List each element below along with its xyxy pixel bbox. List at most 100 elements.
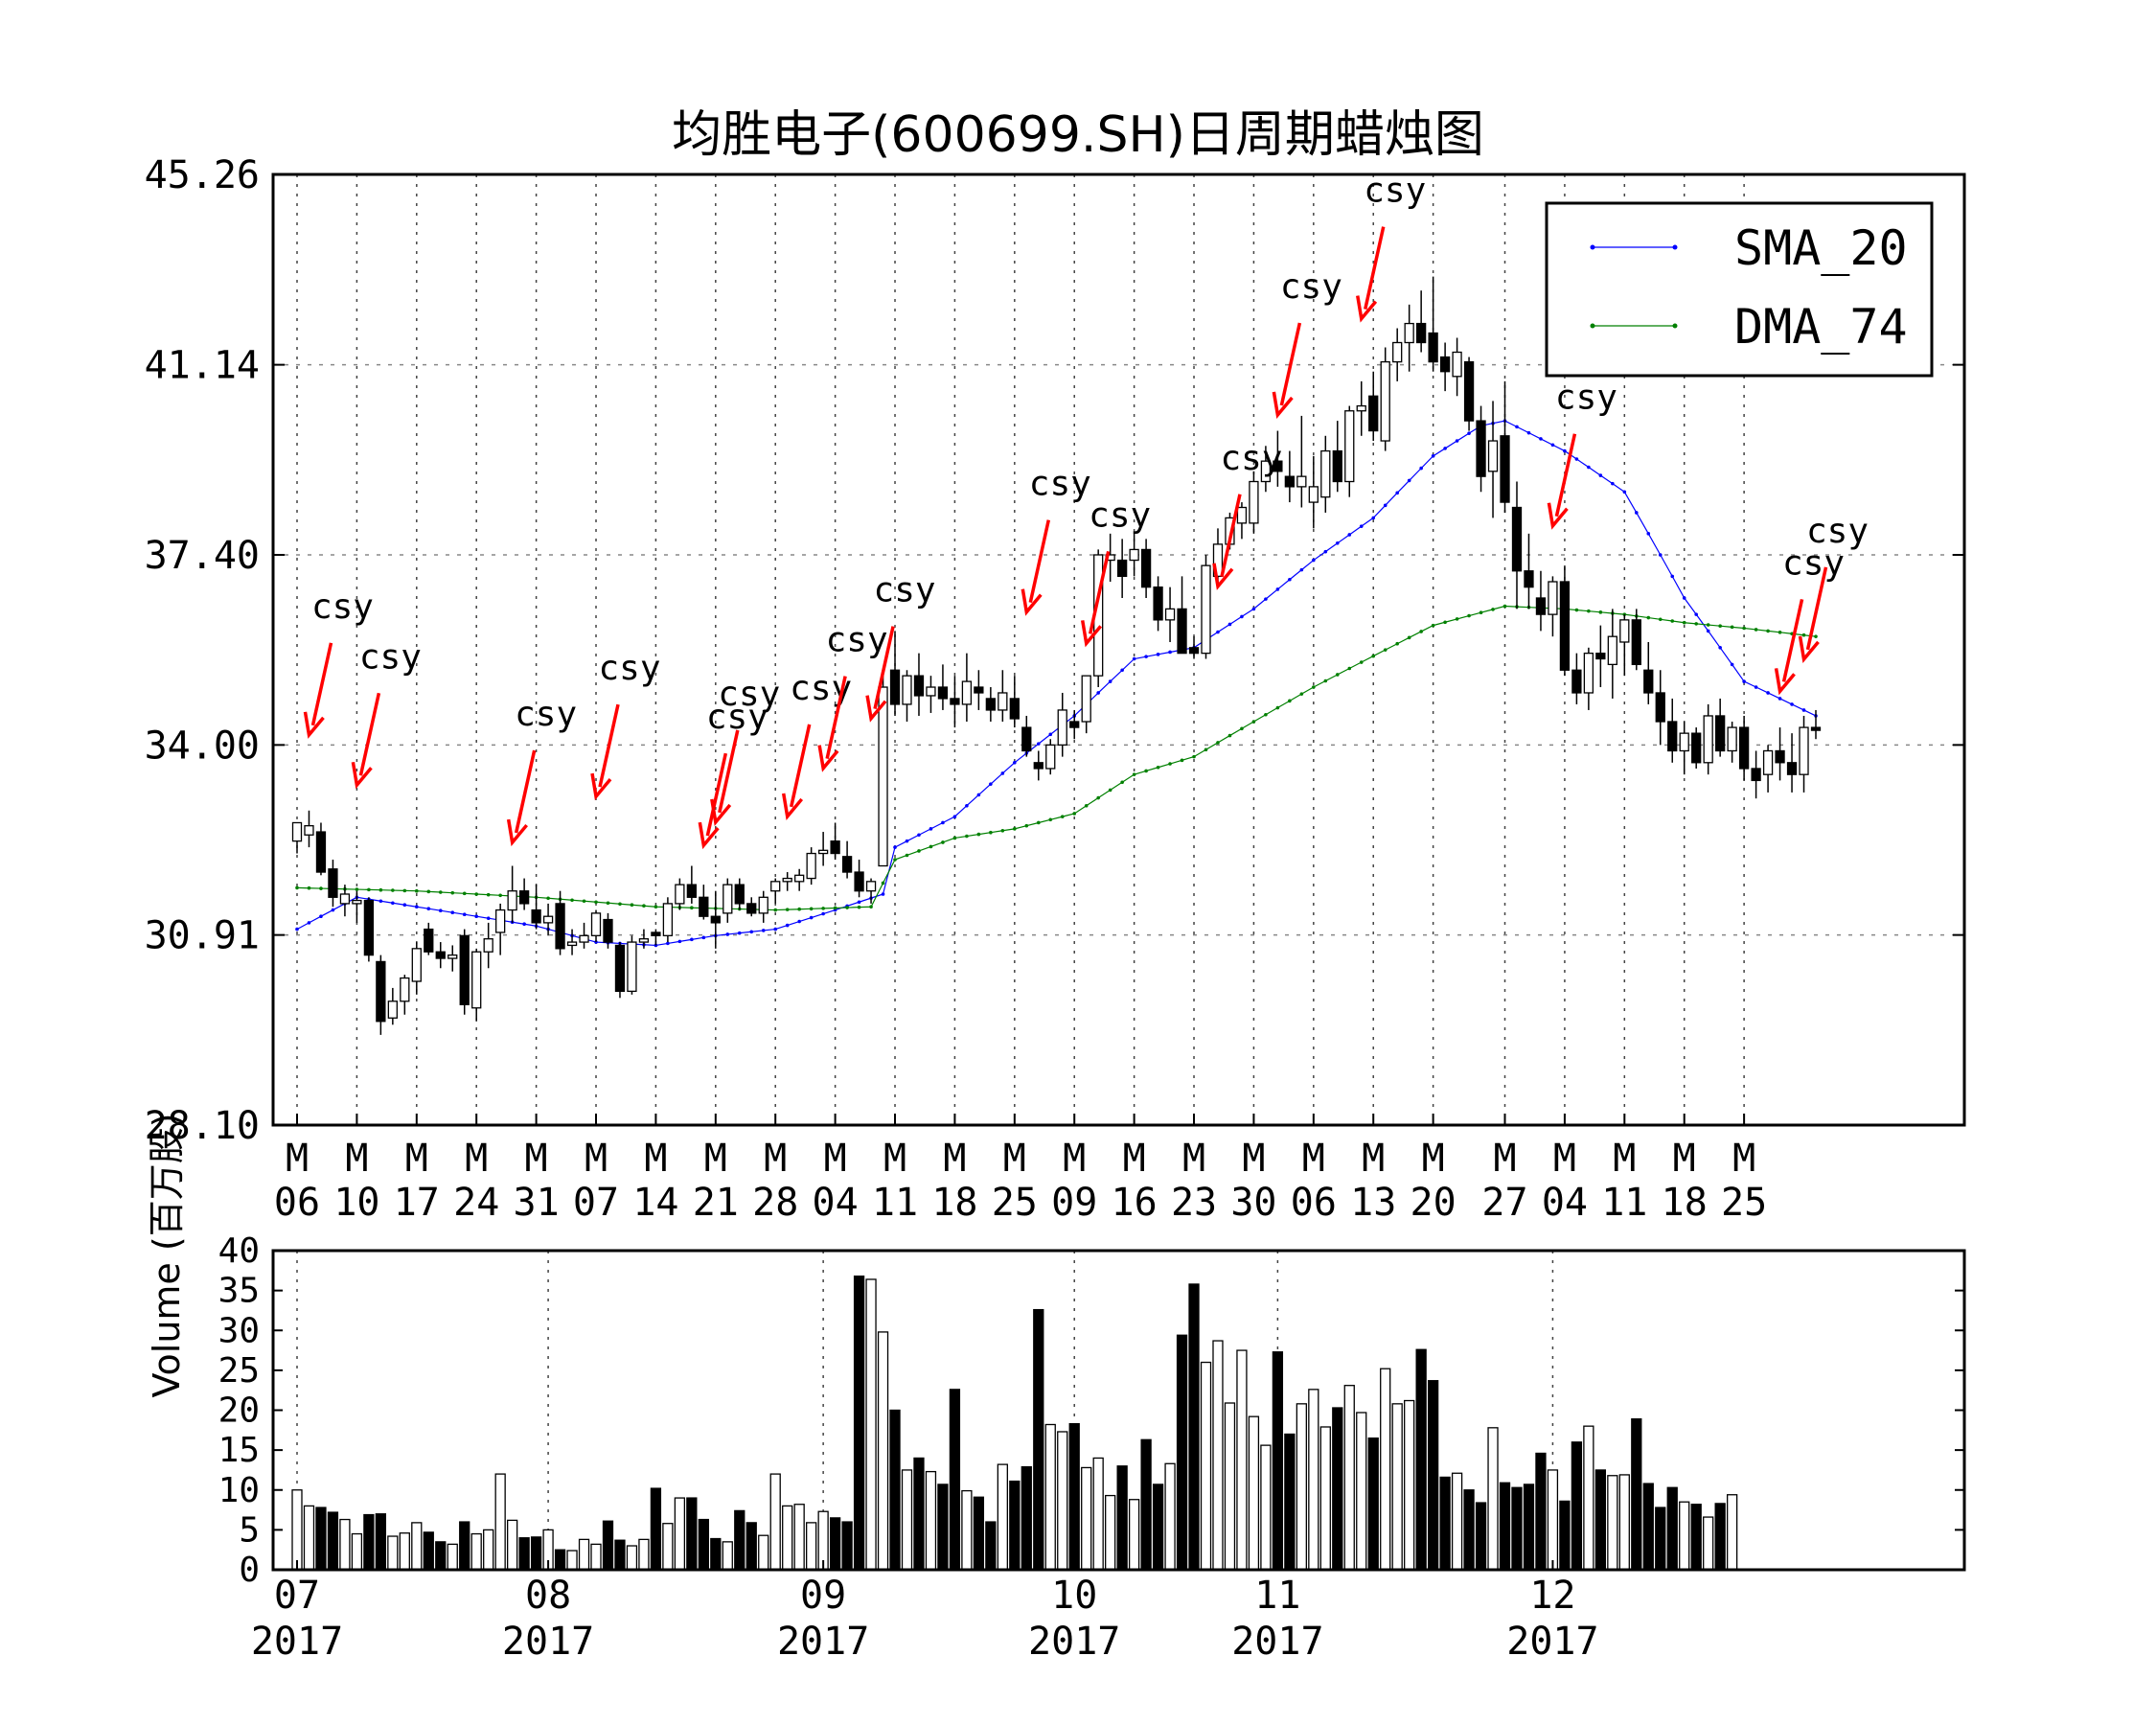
- ma-point-sma_20: [941, 820, 945, 825]
- candle-body: [1404, 322, 1414, 344]
- ma-point-dma_74: [797, 907, 801, 911]
- volume-bar-down: [1332, 1407, 1343, 1571]
- ma-point-dma_74: [857, 905, 861, 909]
- candle-up: [400, 975, 410, 1015]
- candle-up: [304, 810, 314, 848]
- candle-up: [1762, 745, 1774, 793]
- volume-bar-up: [877, 1331, 889, 1571]
- candle-body: [352, 899, 362, 905]
- ma-point-sma_20: [1718, 646, 1722, 650]
- price-xtick-label: M 06: [274, 1137, 320, 1225]
- ma-point-sma_20: [797, 919, 801, 924]
- ma-point-sma_20: [1120, 668, 1124, 673]
- candle-down: [889, 631, 901, 716]
- ma-point-sma_20: [1766, 691, 1770, 695]
- candle-body: [950, 698, 960, 705]
- ma-point-sma_20: [1742, 679, 1746, 683]
- candle-down: [746, 897, 757, 917]
- ma-point-dma_74: [1359, 660, 1364, 664]
- ma-point-dma_74: [1251, 720, 1256, 724]
- ma-point-dma_74: [1502, 604, 1507, 609]
- ma-point-dma_74: [1227, 733, 1232, 738]
- candle-body: [782, 877, 792, 883]
- ma-point-dma_74: [1072, 812, 1077, 816]
- volume-bar-up: [339, 1518, 351, 1571]
- ma-point-dma_74: [546, 896, 550, 901]
- candle-up: [758, 890, 768, 923]
- volume-xtick-year: 2017: [251, 1620, 343, 1664]
- volume-bar-up: [1356, 1412, 1367, 1571]
- ma-point-sma_20: [737, 931, 742, 935]
- price-xtick-label-line: M: [704, 1137, 727, 1181]
- ma-point-sma_20: [307, 921, 311, 925]
- candle-body: [614, 944, 626, 993]
- csy-annotation: csy: [351, 637, 422, 790]
- csy-arrow-shaft: [1028, 519, 1051, 604]
- csy-annotation: csy: [710, 675, 780, 826]
- ma-point-dma_74: [1395, 641, 1399, 646]
- price-xtick-label-line: 13: [1350, 1181, 1396, 1225]
- volume-bar-down: [1655, 1506, 1666, 1571]
- candle-up: [722, 878, 733, 923]
- price-xtick-label-line: M: [1553, 1137, 1576, 1181]
- candle-down: [1416, 290, 1427, 353]
- candle-down: [1715, 698, 1726, 757]
- csy-arrow-head: [1547, 502, 1569, 530]
- candle-up: [1296, 415, 1307, 508]
- candle-body: [1631, 619, 1641, 666]
- candle-body: [1703, 715, 1713, 764]
- candle-down: [913, 653, 925, 716]
- ma-point-sma_20: [989, 782, 993, 786]
- ma-point-dma_74: [1646, 615, 1651, 620]
- candle-body: [471, 951, 482, 1009]
- volume-bar-down: [853, 1275, 865, 1571]
- volume-bar-down: [602, 1520, 614, 1571]
- candle-down: [1177, 576, 1187, 655]
- candle-body: [817, 849, 829, 855]
- price-ytick-label: 41.14: [145, 344, 260, 388]
- volume-bar-up: [1451, 1472, 1463, 1571]
- volume-bar-up: [1583, 1425, 1594, 1571]
- ma-point-dma_74: [1814, 634, 1818, 638]
- csy-arrow-head: [303, 711, 325, 739]
- candle-down: [1273, 430, 1283, 487]
- ma-point-sma_20: [331, 908, 335, 912]
- ma-point-dma_74: [1407, 635, 1411, 640]
- candle-body: [1452, 351, 1462, 378]
- price-xtick-label: M 04: [1542, 1137, 1588, 1225]
- price-xtick-label-line: 04: [813, 1181, 859, 1225]
- candle-body: [1463, 360, 1475, 422]
- candle-up: [542, 903, 554, 936]
- volume-bar-down: [710, 1537, 722, 1571]
- price-xtick-label-line: M: [345, 1137, 368, 1181]
- price-xtick-label: M 07: [573, 1137, 619, 1225]
- ma-point-dma_74: [367, 887, 371, 892]
- ma-point-sma_20: [821, 911, 825, 916]
- volume-bar-up: [1607, 1475, 1618, 1571]
- candle-up: [291, 821, 303, 854]
- volume-bar-down: [1499, 1482, 1511, 1571]
- ma-point-dma_74: [355, 887, 359, 891]
- ma-point-sma_20: [1407, 478, 1411, 483]
- volume-bar-down: [1714, 1503, 1726, 1571]
- ma-point-dma_74: [1156, 765, 1160, 770]
- ma-point-sma_20: [1312, 558, 1316, 563]
- volume-bar-up: [1547, 1469, 1559, 1571]
- candle-down: [1691, 727, 1702, 769]
- price-xtick-label-line: M: [585, 1137, 608, 1181]
- ma-point-sma_20: [1574, 457, 1579, 461]
- price-xtick-label-line: M: [286, 1137, 309, 1181]
- price-xtick-label-line: M: [764, 1137, 787, 1181]
- candle-body: [1249, 480, 1259, 524]
- ma-point-dma_74: [976, 832, 981, 837]
- ma-point-sma_20: [1371, 516, 1376, 520]
- ma-point-dma_74: [1598, 610, 1603, 614]
- price-xtick-label-line: 31: [514, 1181, 560, 1225]
- ma-point-dma_74: [1299, 692, 1304, 696]
- candle-body: [651, 932, 661, 936]
- candle-body: [902, 675, 912, 705]
- candle-body: [913, 675, 925, 697]
- volume-bar-up: [303, 1505, 315, 1571]
- candle-up: [352, 890, 362, 923]
- price-xtick-label-line: 10: [333, 1181, 379, 1225]
